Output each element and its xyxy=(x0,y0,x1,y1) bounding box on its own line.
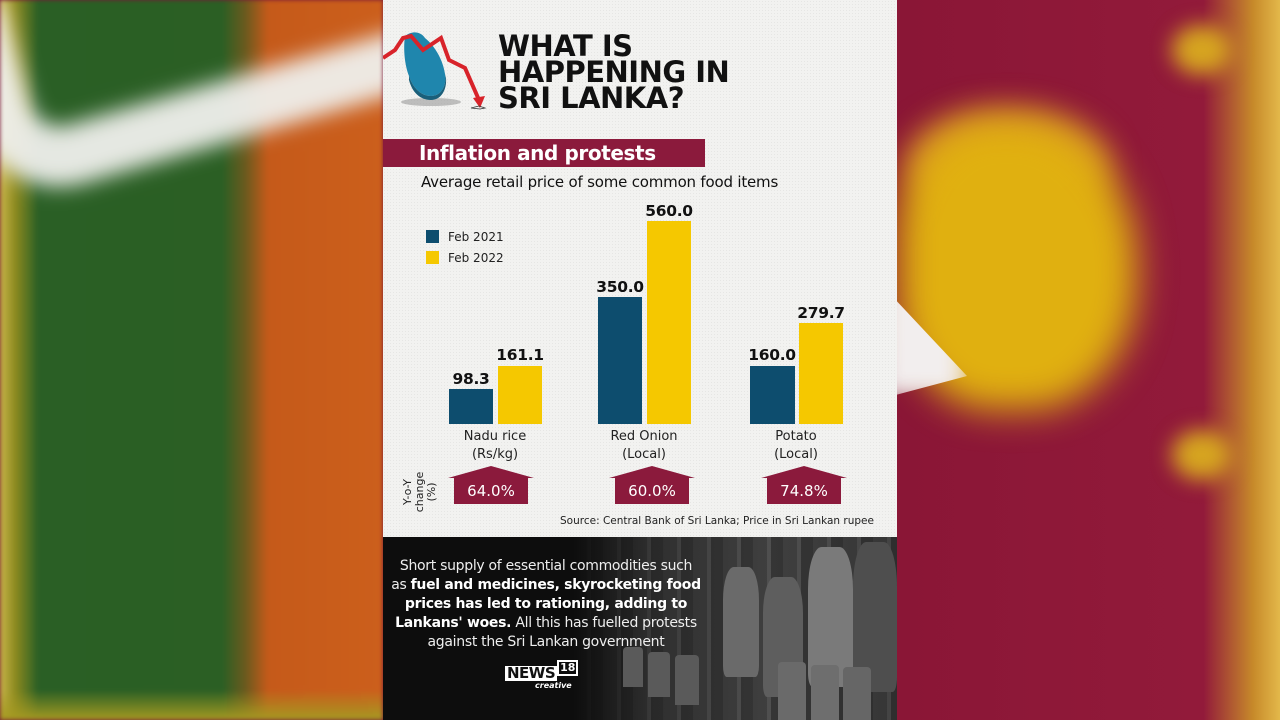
photo-gas-cylinder xyxy=(778,662,806,720)
legend-item-feb2022: Feb 2022 xyxy=(426,247,504,268)
yoy-value: 74.8% xyxy=(767,478,841,504)
background-flag-right xyxy=(897,0,1280,720)
bar-red-onion-feb2022 xyxy=(647,221,691,424)
flag-leaf-shape xyxy=(1172,430,1232,480)
category-name: Red Onion xyxy=(610,429,678,444)
protest-photo-panel: Short supply of essential commodities su… xyxy=(383,537,897,720)
yoy-axis-label: Y-o-Y change (%) xyxy=(401,471,438,513)
yoy-badge-roof xyxy=(448,466,534,478)
category-unit: (Local) xyxy=(774,447,818,462)
title-line: SRI LANKA? xyxy=(498,81,685,115)
yoy-badge-nadu-rice: 64.0% xyxy=(448,466,534,506)
photo-gas-cylinder xyxy=(648,652,670,697)
page-title: WHAT IS HAPPENING IN SRI LANKA? xyxy=(498,29,730,115)
caption-text: All this has fuelled protests against th… xyxy=(427,615,698,650)
caption-text-bold: fuel and medicines, skyrocketing food pr… xyxy=(395,577,701,631)
yoy-value: 60.0% xyxy=(615,478,689,504)
logo-subtitle: creative xyxy=(535,681,572,690)
photo-figure xyxy=(808,547,853,687)
news18-logo: NEWS 18 creative xyxy=(505,660,579,690)
photo-gas-cylinder xyxy=(623,647,643,687)
category-unit: (Rs/kg) xyxy=(471,447,519,462)
logo-number: 18 xyxy=(557,660,579,676)
photo-figure xyxy=(723,567,759,677)
category-label-red-onion: Red Onion (Local) xyxy=(584,428,704,464)
bar-potato-feb2022 xyxy=(799,323,843,424)
background-border xyxy=(0,690,383,720)
yoy-value: 64.0% xyxy=(454,478,528,504)
bar-value-label: 279.7 xyxy=(797,304,845,322)
category-name: Potato xyxy=(775,429,817,444)
source-note: Source: Central Bank of Sri Lanka; Price… xyxy=(560,515,874,527)
photo-gas-cylinder xyxy=(843,667,871,720)
section-banner-label: Inflation and protests xyxy=(419,141,656,165)
title-line: WHAT IS xyxy=(498,29,633,63)
category-unit: (Local) xyxy=(622,447,666,462)
bar-value-label: 98.3 xyxy=(452,370,490,388)
infographic-card: WHAT IS HAPPENING IN SRI LANKA? Inflatio… xyxy=(383,0,897,720)
yoy-badge-roof xyxy=(761,466,847,478)
legend-swatch xyxy=(426,230,439,243)
caption-text: Short supply of essential commodities su… xyxy=(391,558,693,593)
legend-label: Feb 2022 xyxy=(448,250,504,265)
bar-nadu-rice-feb2022 xyxy=(498,366,542,424)
legend-item-feb2021: Feb 2021 xyxy=(426,226,504,247)
bar-value-label: 350.0 xyxy=(596,278,644,296)
category-label-nadu-rice: Nadu rice (Rs/kg) xyxy=(435,428,555,464)
sri-lanka-map-falling-arrow-icon xyxy=(383,32,487,110)
background-swoosh xyxy=(0,0,383,208)
logo-text: NEWS xyxy=(505,664,558,682)
title-line: HAPPENING IN xyxy=(498,55,730,89)
legend-label: Feb 2021 xyxy=(448,229,504,244)
background-flag-left xyxy=(0,0,383,720)
bar-potato-feb2021 xyxy=(750,366,795,424)
bar-value-label: 560.0 xyxy=(645,202,693,220)
bar-red-onion-feb2021 xyxy=(598,297,642,424)
section-banner: Inflation and protests xyxy=(383,139,705,167)
photo-gas-cylinder xyxy=(811,665,839,720)
bar-value-label: 161.1 xyxy=(496,346,544,364)
footer-caption: Short supply of essential commodities su… xyxy=(391,557,701,652)
photo-gas-cylinder xyxy=(675,655,699,705)
yoy-badge-potato: 74.8% xyxy=(761,466,847,506)
legend-swatch xyxy=(426,251,439,264)
bar-value-label: 160.0 xyxy=(748,346,796,364)
yoy-badge-roof xyxy=(609,466,695,478)
category-name: Nadu rice xyxy=(463,429,527,444)
chart-subtitle: Average retail price of some common food… xyxy=(421,173,779,191)
yoy-badge-red-onion: 60.0% xyxy=(609,466,695,506)
flag-leaf-shape xyxy=(1172,25,1232,75)
category-label-potato: Potato (Local) xyxy=(736,428,856,464)
bar-nadu-rice-feb2021 xyxy=(449,389,493,424)
chart-legend: Feb 2021 Feb 2022 xyxy=(426,226,504,268)
